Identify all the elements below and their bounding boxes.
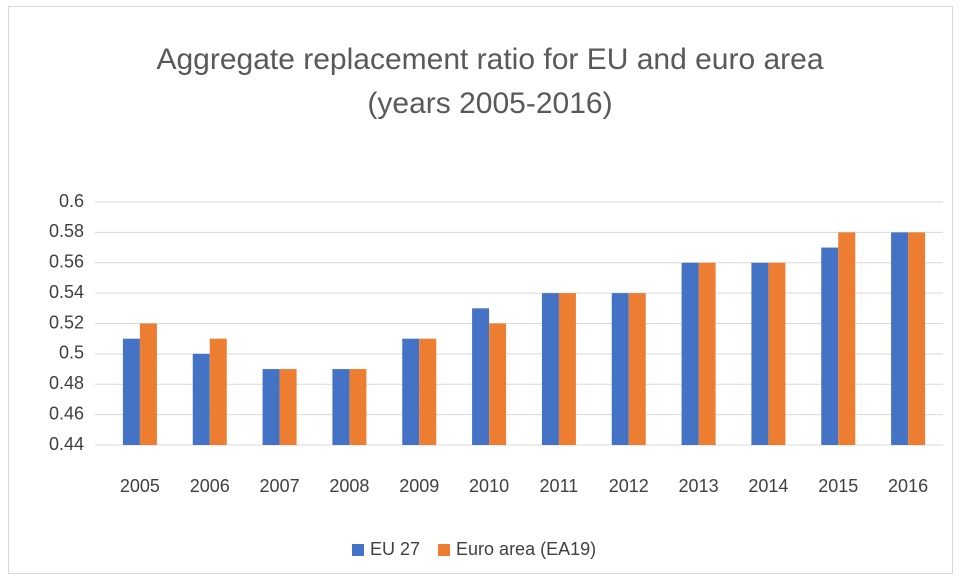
x-tick-label: 2016 (888, 476, 928, 496)
bar (489, 323, 507, 445)
x-tick-label: 2006 (190, 476, 230, 496)
x-tick-label: 2012 (609, 476, 649, 496)
bar (698, 262, 716, 445)
chart-frame (8, 6, 953, 574)
legend-swatch (352, 544, 364, 556)
bar (262, 369, 280, 445)
x-tick-label: 2007 (260, 476, 300, 496)
bar (908, 232, 926, 445)
chart-title: Aggregate replacement ratio for EU and e… (156, 43, 824, 120)
x-tick-label: 2008 (329, 476, 369, 496)
y-tick-label: 0.46 (49, 403, 84, 423)
bar (139, 323, 157, 445)
bar (209, 338, 227, 445)
x-tick-label: 2010 (469, 476, 509, 496)
y-tick-label: 0.54 (49, 282, 84, 302)
y-tick-label: 0.44 (49, 434, 84, 454)
bar (628, 293, 646, 445)
bar (279, 369, 297, 445)
bar (558, 293, 576, 445)
x-tick-label: 2015 (818, 476, 858, 496)
bar (332, 369, 350, 445)
bar (611, 293, 629, 445)
bar (472, 308, 490, 445)
x-tick-label: 2011 (540, 476, 579, 496)
bar (349, 369, 367, 445)
y-tick-label: 0.48 (49, 373, 84, 393)
x-tick-label: 2005 (120, 476, 160, 496)
legend-swatch (438, 544, 451, 556)
y-tick-label: 0.6 (59, 191, 84, 211)
x-tick-label: 2014 (748, 476, 788, 496)
bar (768, 262, 786, 445)
x-tick-label: 2013 (679, 476, 719, 496)
bar (751, 262, 769, 445)
bar (402, 338, 420, 445)
y-tick-label: 0.5 (59, 343, 84, 363)
bar (821, 247, 839, 445)
bar (681, 262, 699, 445)
y-tick-label: 0.56 (49, 252, 84, 272)
bar (192, 353, 210, 445)
y-tick-label: 0.52 (49, 312, 84, 332)
legend-label: Euro area (EA19) (456, 539, 596, 559)
bar (419, 338, 437, 445)
x-tick-label: 2009 (399, 476, 439, 496)
y-tick-label: 0.58 (49, 221, 84, 241)
bar (122, 338, 140, 445)
bar (891, 232, 909, 445)
bar (838, 232, 856, 445)
legend-label: EU 27 (370, 539, 420, 559)
bar (541, 293, 559, 445)
